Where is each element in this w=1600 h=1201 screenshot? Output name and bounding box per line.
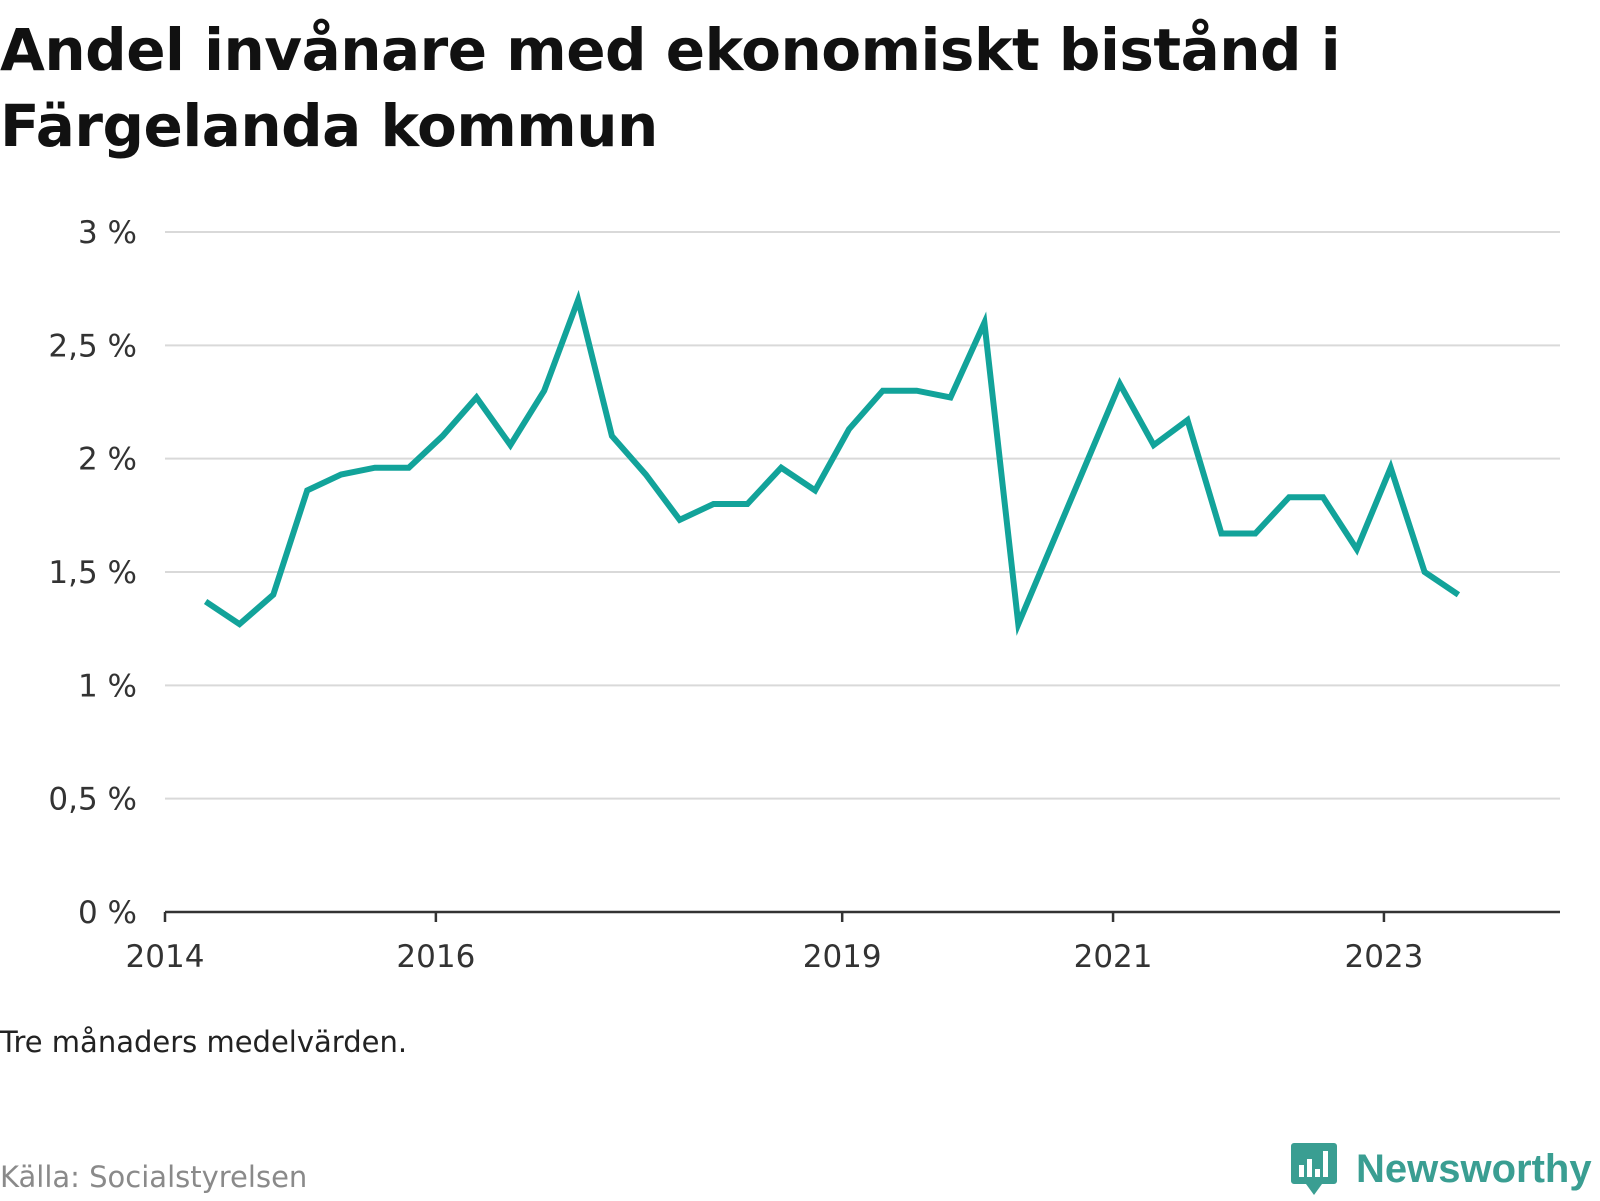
y-tick-label: 3 % bbox=[78, 215, 137, 251]
y-tick-label: 2 % bbox=[78, 442, 137, 478]
y-tick-label: 0,5 % bbox=[48, 782, 137, 818]
y-tick-label: 0 % bbox=[78, 895, 137, 931]
y-tick-label: 2,5 % bbox=[48, 328, 137, 364]
x-tick-label: 2021 bbox=[1074, 939, 1153, 975]
x-tick-label: 2016 bbox=[396, 939, 475, 975]
chart-title: Andel invånare med ekonomiskt bistånd i … bbox=[0, 16, 1341, 160]
chart-note: Tre månaders medelvärden. bbox=[0, 1025, 408, 1059]
x-tick-label: 2014 bbox=[126, 939, 205, 975]
brand-name: Newsworthy bbox=[1356, 1146, 1592, 1191]
y-tick-label: 1,5 % bbox=[48, 555, 137, 591]
line-chart: 0 % 0,5 % 1 % 1,5 % 2 % 2,5 % 3 % 2014 2016 2019 2… bbox=[48, 215, 1560, 975]
bar-chart-speech-bubble-icon bbox=[1291, 1143, 1337, 1195]
newsworthy-logo: Newsworthy bbox=[1290, 1137, 1592, 1201]
x-tick-label: 2019 bbox=[803, 939, 882, 975]
series-line bbox=[203, 289, 1461, 636]
source-credit: Källa: Socialstyrelsen bbox=[0, 1160, 308, 1194]
y-tick-label: 1 % bbox=[78, 668, 137, 704]
x-tick-label: 2023 bbox=[1344, 939, 1423, 975]
